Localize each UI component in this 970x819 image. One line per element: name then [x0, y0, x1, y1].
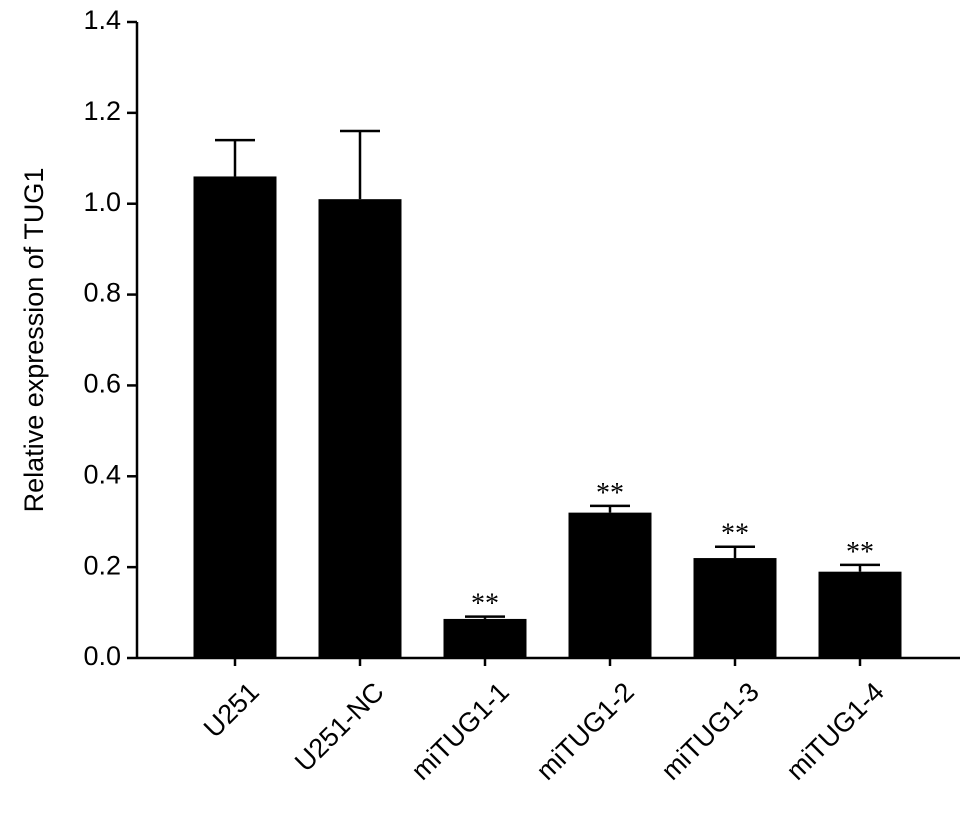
x-tick-label: U251-NC	[289, 677, 390, 778]
y-tick-label: 1.2	[83, 96, 121, 126]
bar	[818, 571, 902, 658]
y-tick-label: 0.4	[83, 459, 121, 489]
significance-label: **	[721, 519, 749, 550]
x-tick-label: U251	[198, 677, 265, 744]
x-tick-label: miTUG1-2	[531, 677, 640, 786]
bar	[568, 512, 652, 658]
x-tick-label: miTUG1-3	[656, 677, 765, 786]
y-tick-label: 1.4	[83, 5, 121, 35]
bar	[443, 618, 527, 658]
y-axis-label: Relative expression of TUG1	[19, 168, 49, 513]
bar	[318, 199, 402, 658]
significance-label: **	[596, 478, 624, 509]
y-tick-label: 0.0	[83, 641, 121, 671]
y-tick-label: 0.8	[83, 278, 121, 308]
bar	[193, 176, 277, 658]
significance-label: **	[846, 537, 874, 568]
x-tick-label: miTUG1-1	[406, 677, 515, 786]
significance-label: **	[471, 589, 499, 620]
x-tick-label: miTUG1-4	[781, 677, 890, 786]
y-tick-label: 0.2	[83, 550, 121, 580]
y-tick-label: 0.6	[83, 369, 121, 399]
bar	[693, 558, 777, 658]
y-tick-label: 1.0	[83, 187, 121, 217]
